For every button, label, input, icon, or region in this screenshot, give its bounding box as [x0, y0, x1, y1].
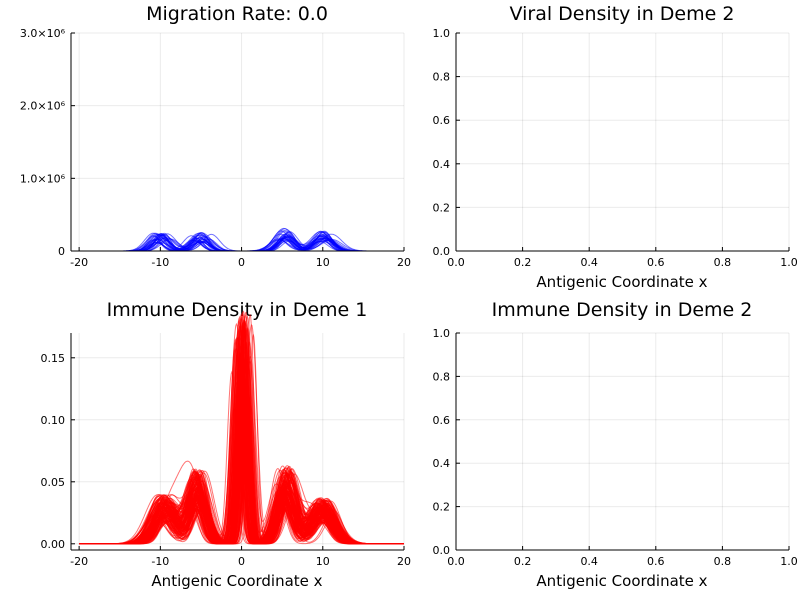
x-tick-label: 10	[316, 555, 330, 568]
y-tick-label: 0.6	[433, 114, 451, 127]
panel-title: Migration Rate: 0.0	[146, 3, 328, 25]
x-tick-label: 0.6	[647, 555, 665, 568]
panel-title: Viral Density in Deme 2	[510, 3, 735, 25]
y-tick-label: 0.15	[41, 352, 66, 365]
y-tick-label: 0	[58, 245, 65, 258]
y-tick-label: 0.0	[433, 245, 451, 258]
y-tick-label: 0.6	[433, 414, 451, 427]
panel-migration-rate: Migration Rate: 0.0 -20 -10 0 10 20 0 1.0×10⁶ 2…	[20, 3, 411, 269]
x-tick-label: 0.2	[514, 555, 532, 568]
x-tick-label: 0.6	[647, 256, 665, 269]
y-tick-label: 0.4	[433, 457, 451, 470]
x-tick-label: 20	[397, 555, 411, 568]
y-tick-label: 0.8	[433, 71, 451, 84]
x-tick-label: 0.4	[580, 256, 598, 269]
x-tick-label: 20	[397, 256, 411, 269]
x-axis-label: Antigenic Coordinate x	[151, 572, 322, 590]
panel-immune-density-deme-1: Immune Density in Deme 1 -20 -10 0 10 20 0.00…	[41, 299, 412, 590]
x-tick-label: 0	[238, 555, 245, 568]
tick-labels: -20 -10 0 10 20 0.00 0.05 0.10 0.15	[41, 352, 412, 568]
panel-viral-density-deme-2: Viral Density in Deme 2 0.0 0.2 0.4 0.6 0.8 1…	[433, 3, 798, 291]
series-line	[79, 411, 404, 545]
tick-labels: 0.0 0.2 0.4 0.6 0.8 1.0 0.0 0.2 0.4 0.6 0.8 1.0	[433, 27, 798, 269]
series-line	[79, 318, 404, 545]
x-axis-label: Antigenic Coordinate x	[536, 273, 707, 291]
x-tick-label: 1.0	[780, 256, 798, 269]
y-tick-label: 0.2	[433, 501, 451, 514]
x-axis-label: Antigenic Coordinate x	[536, 572, 707, 590]
y-tick-label: 0.0	[433, 544, 451, 557]
x-tick-label: -20	[70, 555, 88, 568]
tick-labels: -20 -10 0 10 20 0 1.0×10⁶ 2.0×10⁶ 3.0×10⁶	[20, 27, 411, 269]
x-tick-label: 0.4	[580, 555, 598, 568]
y-tick-label: 0.00	[41, 538, 66, 551]
y-tick-label: 1.0×10⁶	[20, 172, 66, 185]
y-tick-label: 1.0	[433, 327, 451, 340]
panel-immune-density-deme-2: Immune Density in Deme 2 0.0 0.2 0.4 0.6 0.8…	[433, 299, 798, 590]
panel-title: Immune Density in Deme 2	[492, 299, 753, 321]
y-tick-label: 0.05	[41, 476, 66, 489]
x-tick-label: 1.0	[780, 555, 798, 568]
x-tick-label: -10	[151, 256, 169, 269]
x-tick-label: 0.0	[447, 256, 465, 269]
axes	[70, 333, 405, 551]
tick-labels: 0.0 0.2 0.4 0.6 0.8 1.0 0.0 0.2 0.4 0.6 0.8 1.0	[433, 327, 798, 568]
x-tick-label: 0.0	[447, 555, 465, 568]
panel-title: Immune Density in Deme 1	[107, 299, 368, 321]
x-tick-label: 0	[238, 256, 245, 269]
x-tick-label: 0.8	[714, 256, 732, 269]
axes	[455, 32, 790, 252]
x-tick-label: -20	[70, 256, 88, 269]
y-tick-label: 2.0×10⁶	[20, 100, 66, 113]
y-tick-label: 0.8	[433, 370, 451, 383]
y-tick-label: 0.2	[433, 201, 451, 214]
y-tick-label: 3.0×10⁶	[20, 27, 66, 40]
axes	[455, 332, 790, 551]
y-tick-label: 1.0	[433, 27, 451, 40]
x-tick-label: -10	[151, 555, 169, 568]
x-tick-label: 0.8	[714, 555, 732, 568]
x-tick-label: 10	[316, 256, 330, 269]
y-tick-label: 0.10	[41, 414, 66, 427]
axes	[70, 32, 405, 252]
series-line	[79, 361, 404, 545]
y-tick-label: 0.4	[433, 158, 451, 171]
x-tick-label: 0.2	[514, 256, 532, 269]
grid	[455, 32, 790, 252]
series-group	[79, 310, 404, 545]
